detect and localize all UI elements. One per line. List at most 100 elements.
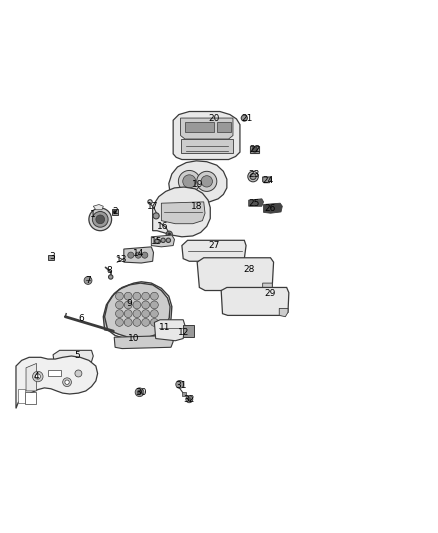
Circle shape bbox=[128, 252, 134, 258]
Text: 15: 15 bbox=[151, 237, 163, 246]
Polygon shape bbox=[182, 240, 246, 261]
Circle shape bbox=[142, 301, 150, 309]
Circle shape bbox=[252, 147, 258, 152]
Polygon shape bbox=[93, 205, 103, 210]
Polygon shape bbox=[264, 203, 283, 213]
Polygon shape bbox=[221, 287, 289, 316]
Circle shape bbox=[186, 395, 193, 403]
Bar bbox=[251, 146, 259, 153]
Circle shape bbox=[150, 301, 158, 309]
Text: 24: 24 bbox=[262, 175, 273, 184]
Text: 23: 23 bbox=[248, 171, 260, 179]
Text: 11: 11 bbox=[159, 323, 170, 332]
Text: 13: 13 bbox=[117, 255, 128, 264]
Polygon shape bbox=[249, 199, 264, 206]
Circle shape bbox=[96, 215, 105, 224]
Circle shape bbox=[155, 239, 159, 244]
Text: 31: 31 bbox=[175, 381, 186, 390]
Circle shape bbox=[142, 292, 150, 300]
Circle shape bbox=[92, 212, 108, 227]
Polygon shape bbox=[124, 247, 153, 263]
Circle shape bbox=[153, 213, 159, 219]
Polygon shape bbox=[151, 235, 174, 247]
Text: 22: 22 bbox=[249, 145, 261, 154]
Bar bbox=[182, 392, 186, 395]
Text: 10: 10 bbox=[128, 334, 140, 343]
Circle shape bbox=[161, 238, 165, 243]
Circle shape bbox=[133, 318, 141, 326]
Circle shape bbox=[148, 200, 152, 204]
Circle shape bbox=[133, 292, 141, 300]
Polygon shape bbox=[26, 364, 36, 391]
Text: 26: 26 bbox=[265, 204, 276, 213]
Circle shape bbox=[116, 310, 124, 318]
Circle shape bbox=[116, 292, 124, 300]
Text: 8: 8 bbox=[106, 266, 112, 276]
Circle shape bbox=[35, 374, 40, 379]
Polygon shape bbox=[180, 139, 233, 153]
Circle shape bbox=[142, 310, 150, 318]
Bar bbox=[183, 325, 194, 337]
Circle shape bbox=[150, 318, 158, 326]
Text: 6: 6 bbox=[78, 314, 85, 324]
Circle shape bbox=[197, 171, 217, 191]
Text: 9: 9 bbox=[127, 299, 132, 308]
Text: 5: 5 bbox=[74, 351, 80, 360]
Circle shape bbox=[176, 381, 184, 389]
Polygon shape bbox=[197, 258, 274, 290]
Text: 17: 17 bbox=[147, 202, 159, 211]
Polygon shape bbox=[180, 118, 233, 139]
Circle shape bbox=[142, 252, 148, 258]
Circle shape bbox=[168, 233, 170, 236]
Text: 16: 16 bbox=[156, 222, 168, 231]
Circle shape bbox=[166, 238, 170, 243]
Text: 25: 25 bbox=[248, 199, 260, 208]
Polygon shape bbox=[154, 320, 185, 341]
Polygon shape bbox=[103, 283, 170, 338]
Circle shape bbox=[138, 390, 142, 394]
Polygon shape bbox=[114, 335, 173, 349]
Circle shape bbox=[84, 277, 92, 285]
Circle shape bbox=[124, 310, 132, 318]
Text: 3: 3 bbox=[49, 253, 55, 261]
Bar bbox=[48, 255, 53, 261]
Polygon shape bbox=[16, 356, 98, 408]
Text: 29: 29 bbox=[265, 289, 276, 298]
Text: 28: 28 bbox=[243, 265, 254, 274]
Circle shape bbox=[113, 210, 117, 214]
Circle shape bbox=[201, 176, 212, 187]
Circle shape bbox=[150, 292, 158, 300]
Text: 2: 2 bbox=[112, 207, 118, 216]
Text: 19: 19 bbox=[192, 180, 204, 189]
Text: 7: 7 bbox=[85, 276, 91, 285]
Circle shape bbox=[116, 318, 124, 326]
Circle shape bbox=[166, 231, 172, 237]
Polygon shape bbox=[263, 177, 272, 183]
Circle shape bbox=[89, 208, 112, 231]
Bar bbox=[48, 370, 61, 376]
Circle shape bbox=[32, 372, 43, 382]
Text: 18: 18 bbox=[191, 202, 202, 211]
Polygon shape bbox=[53, 350, 93, 365]
Circle shape bbox=[241, 115, 247, 121]
Circle shape bbox=[133, 301, 141, 309]
Polygon shape bbox=[185, 122, 214, 132]
Polygon shape bbox=[169, 161, 227, 203]
Circle shape bbox=[124, 301, 132, 309]
Circle shape bbox=[250, 174, 256, 180]
Bar bbox=[112, 209, 118, 215]
Text: 21: 21 bbox=[242, 115, 253, 124]
Polygon shape bbox=[25, 392, 36, 404]
Circle shape bbox=[150, 310, 158, 318]
Text: 14: 14 bbox=[133, 249, 144, 258]
Circle shape bbox=[135, 252, 141, 258]
Text: 1: 1 bbox=[89, 211, 95, 220]
Circle shape bbox=[183, 175, 196, 188]
Polygon shape bbox=[161, 202, 205, 224]
Circle shape bbox=[116, 301, 124, 309]
Circle shape bbox=[109, 275, 113, 279]
Circle shape bbox=[65, 380, 69, 384]
Polygon shape bbox=[279, 309, 288, 317]
Circle shape bbox=[133, 310, 141, 318]
Text: 4: 4 bbox=[34, 372, 39, 381]
